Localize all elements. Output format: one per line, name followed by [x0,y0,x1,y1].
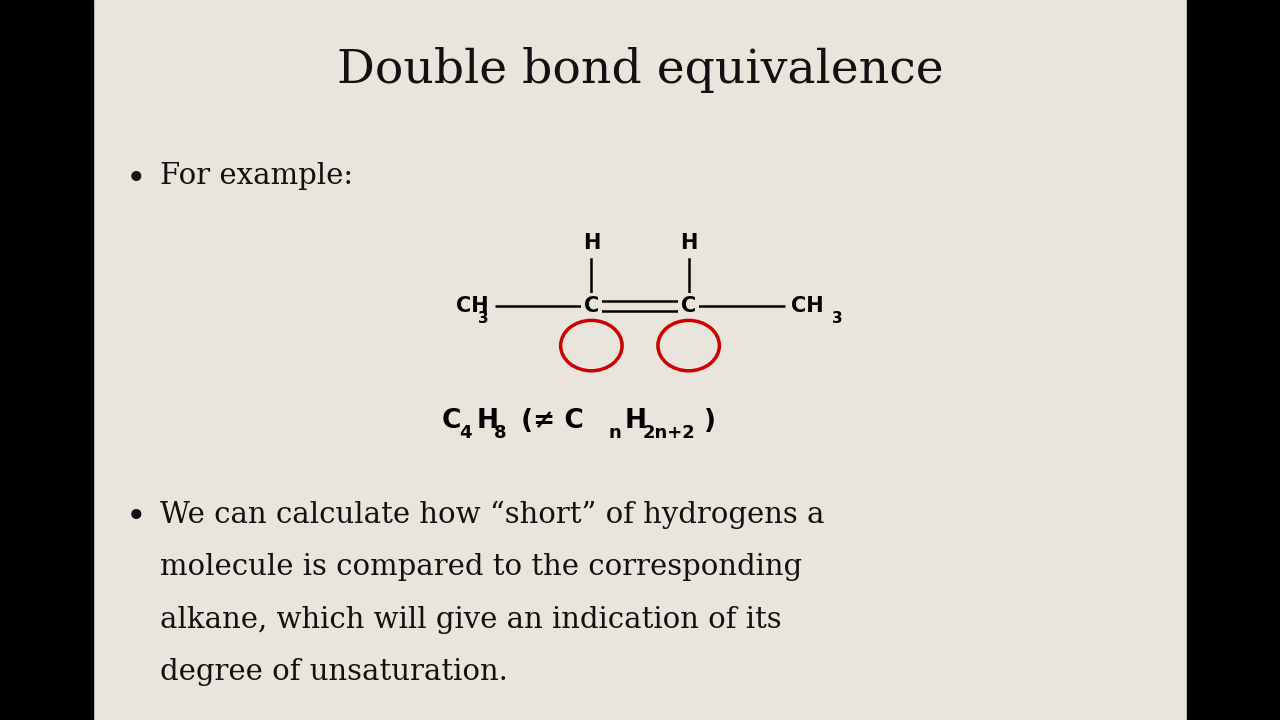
Text: C: C [584,296,599,316]
Text: molecule is compared to the corresponding: molecule is compared to the correspondin… [160,553,803,581]
Text: ): ) [704,408,716,434]
Text: 3: 3 [479,312,489,326]
Text: H: H [582,233,600,253]
Text: (≠ C: (≠ C [512,408,584,434]
Text: CH: CH [791,296,823,316]
Bar [0,0,93,720]
Text: •: • [125,500,146,534]
Text: C: C [442,408,461,434]
Text: 8: 8 [494,423,507,442]
Bar [1187,0,1280,720]
Text: C: C [681,296,696,316]
Text: 3: 3 [832,312,842,326]
Text: CH: CH [457,296,489,316]
Text: H: H [476,408,498,434]
Text: •: • [125,162,146,196]
Text: H: H [680,233,698,253]
Text: alkane, which will give an indication of its: alkane, which will give an indication of… [160,606,782,634]
Text: H: H [625,408,646,434]
Text: We can calculate how “short” of hydrogens a: We can calculate how “short” of hydrogen… [160,500,824,528]
Text: For example:: For example: [160,162,353,190]
Text: Double bond equivalence: Double bond equivalence [337,47,943,93]
Text: degree of unsaturation.: degree of unsaturation. [160,658,508,686]
Text: 2n+2: 2n+2 [643,423,695,442]
Text: n: n [608,423,621,442]
Text: 4: 4 [460,423,472,442]
